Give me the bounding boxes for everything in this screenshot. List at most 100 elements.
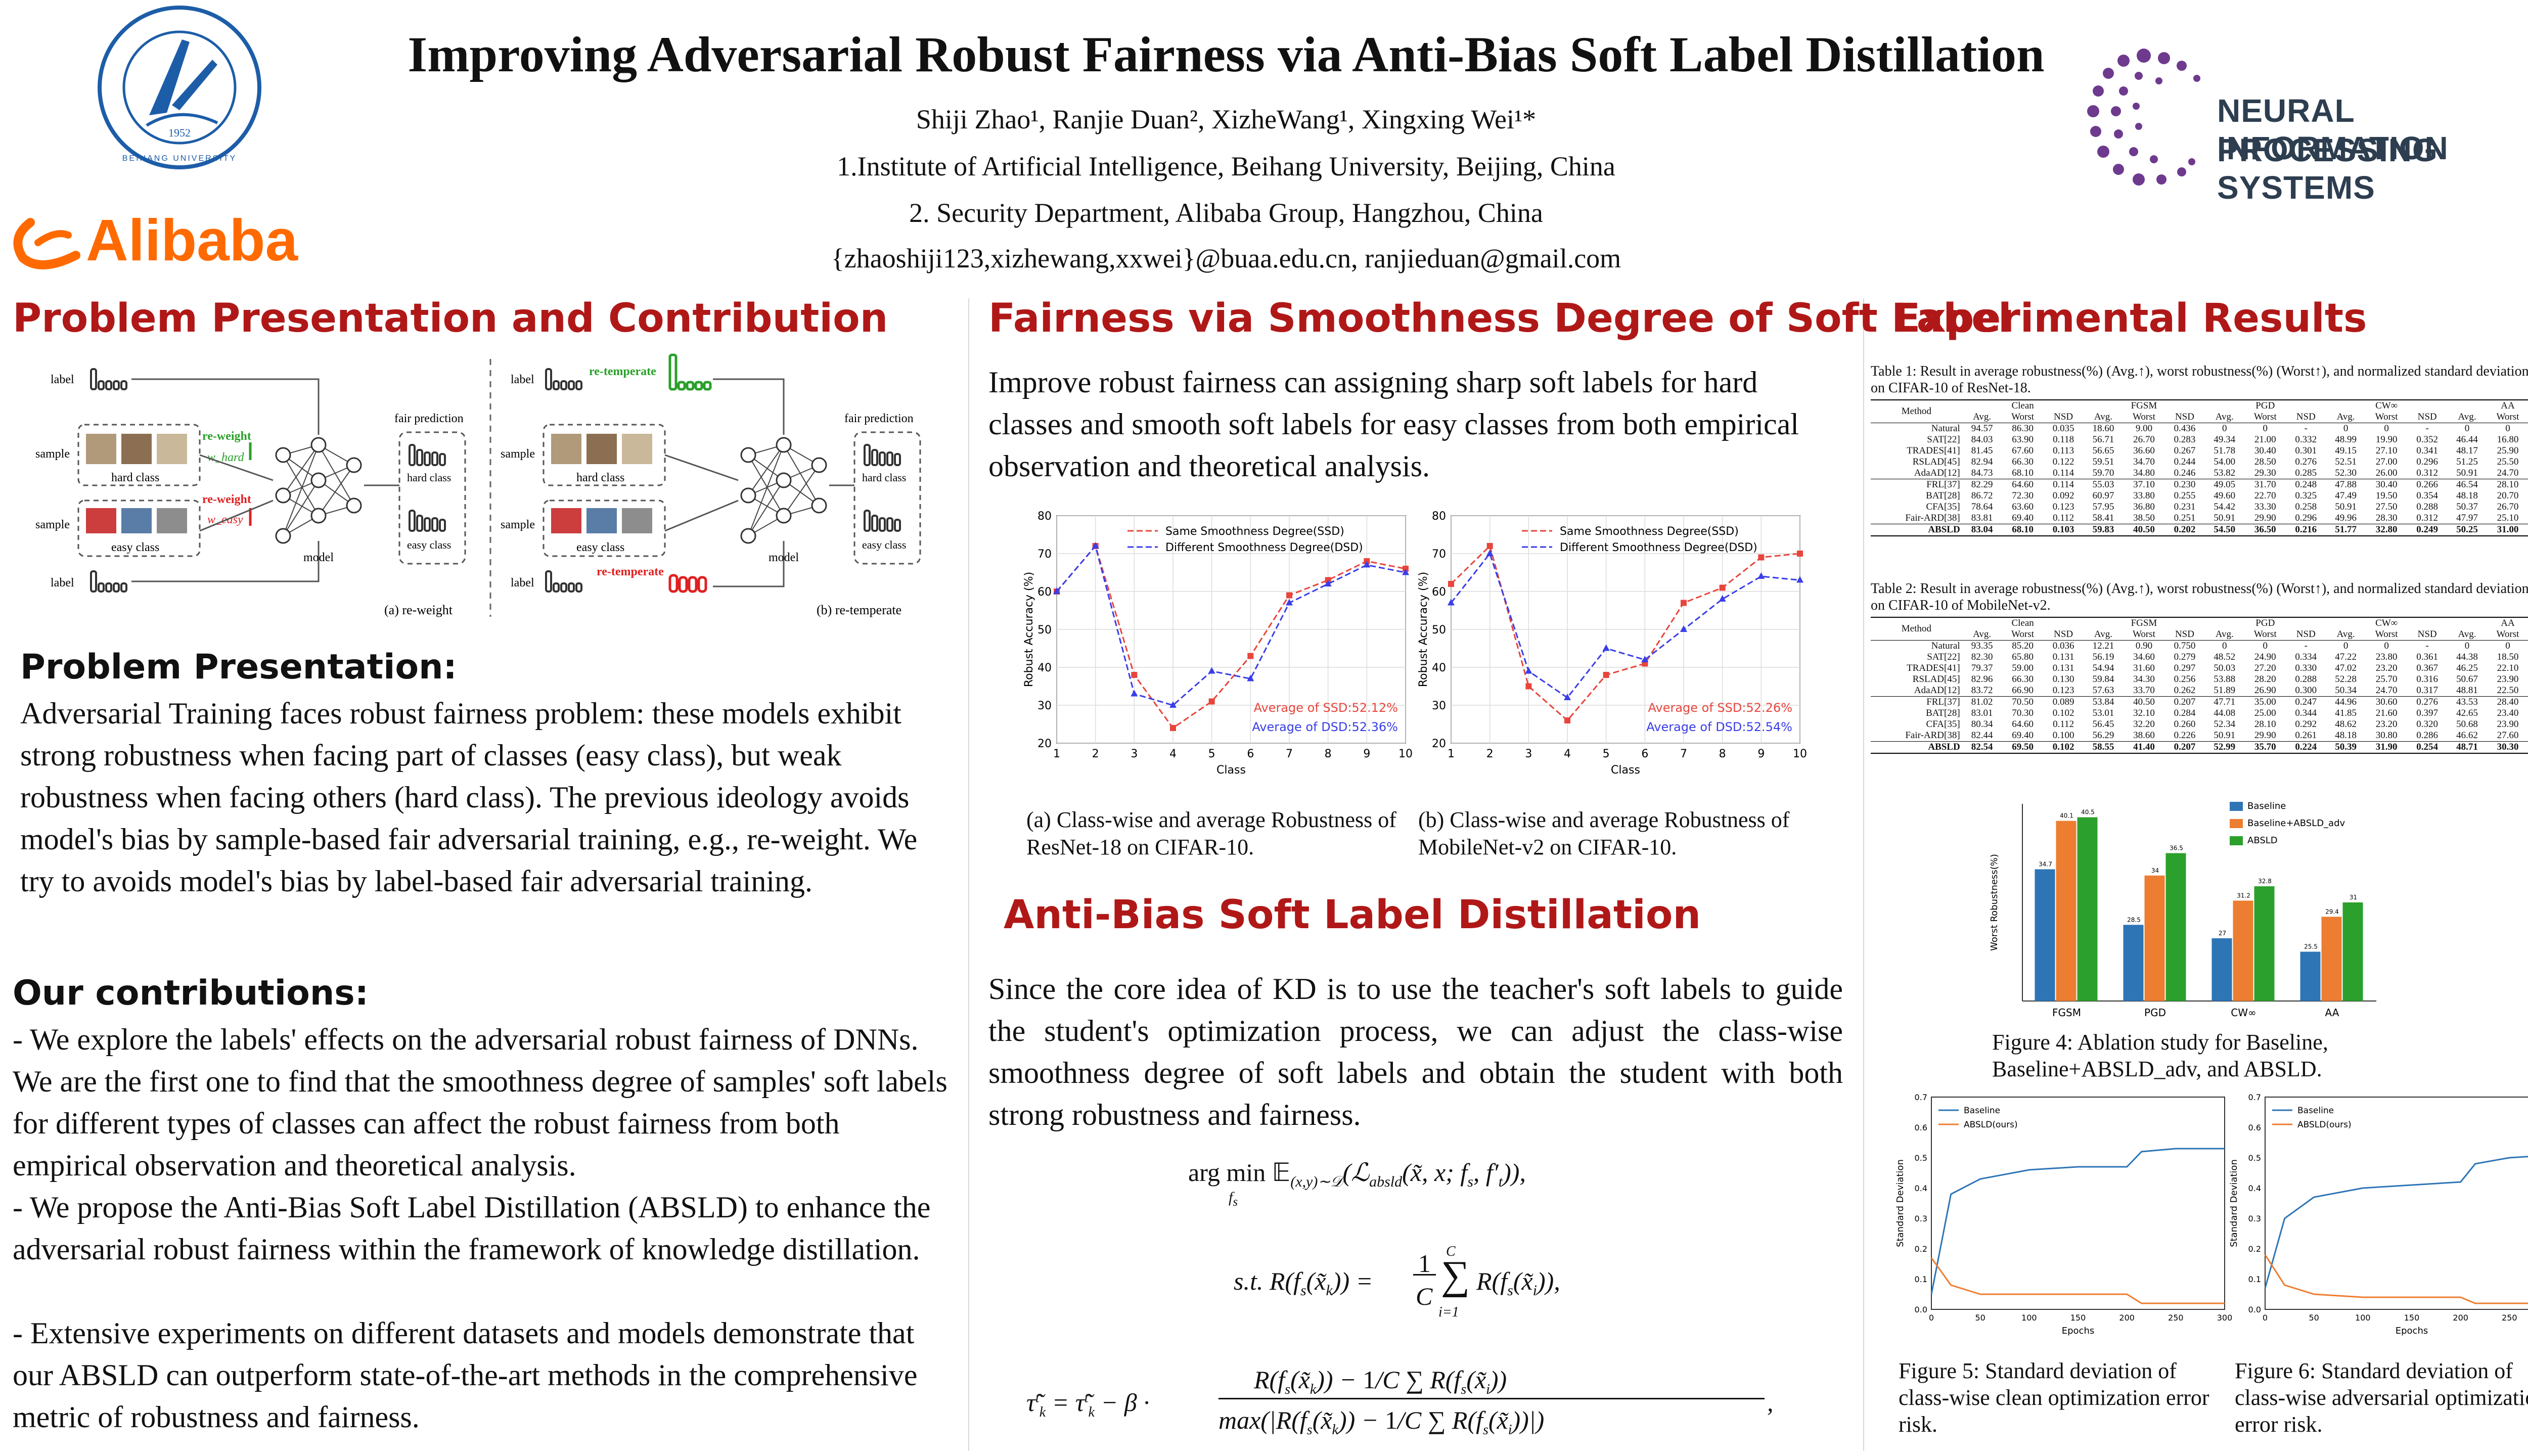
value-cell: 40.50 bbox=[2123, 696, 2165, 708]
svg-text:easy class: easy class bbox=[576, 541, 624, 554]
value-cell: 0.267 bbox=[2174, 445, 2196, 456]
category-label: PGD bbox=[2144, 1007, 2166, 1019]
value-cell: 31.00 bbox=[2487, 524, 2528, 536]
table-row: SAT[22] 84.03 63.90 0.118 56.71 26.70 0.283 49.… bbox=[1871, 434, 2528, 445]
emails: {zhaoshiji123,xizhewang,xxwei}@buaa.edu.… bbox=[831, 243, 1621, 274]
subcol-header: NSD bbox=[2175, 412, 2194, 422]
x-tick-label: 5 bbox=[1603, 748, 1610, 760]
value-cell: - bbox=[2286, 423, 2326, 434]
value-cell: 41.85 bbox=[2335, 708, 2357, 718]
svg-text:sample: sample bbox=[501, 518, 535, 531]
value-cell: 0.334 bbox=[2295, 652, 2317, 662]
bar-value-label: 28.5 bbox=[2127, 916, 2141, 923]
data-point bbox=[1719, 584, 1726, 591]
caption-a: (a) Class-wise and average Robustness of… bbox=[1026, 807, 1396, 859]
value-cell: 36.50 bbox=[2244, 524, 2286, 536]
value-cell: 23.80 bbox=[2375, 652, 2398, 662]
value-cell: 0.131 bbox=[2052, 663, 2074, 673]
svg-text:label: label bbox=[51, 576, 74, 589]
svg-text:hard class: hard class bbox=[862, 471, 906, 484]
reweight-retemperate-diagram: label sample hard class sample easy clas… bbox=[35, 349, 945, 632]
table-row: CFA[35] 80.34 64.60 0.112 56.45 32.20 0.260 52.… bbox=[1871, 719, 2528, 730]
value-cell: 0 bbox=[2326, 423, 2366, 434]
method-cell: BAT[28] bbox=[1926, 708, 1960, 718]
x-tick-label: 300 bbox=[2217, 1313, 2233, 1323]
value-cell: 56.19 bbox=[2092, 652, 2114, 662]
value-cell: 32.20 bbox=[2133, 719, 2155, 730]
y-tick-label: 0.5 bbox=[1915, 1153, 1927, 1163]
x-tick-label: 100 bbox=[2355, 1313, 2371, 1323]
table-row: CFA[35] 78.64 63.60 0.123 57.95 36.80 0.231 54.… bbox=[1871, 502, 2528, 513]
fig4-caption: Figure 4: Ablation study for Baseline, B… bbox=[1992, 1030, 2328, 1081]
series-line bbox=[1450, 552, 1800, 699]
value-cell: 0 bbox=[2244, 640, 2286, 652]
col-clean: Clean bbox=[1962, 399, 2084, 412]
affiliation-1: 1.Institute of Artificial Intelligence, … bbox=[837, 151, 1615, 181]
svg-text:re-temperate: re-temperate bbox=[589, 365, 656, 378]
table-row: TRADES[41] 79.37 59.00 0.131 54.94 31.60 0.297… bbox=[1871, 663, 2528, 674]
svg-text:(b) re-temperate: (b) re-temperate bbox=[817, 603, 901, 617]
legend-swatch bbox=[2230, 836, 2243, 845]
value-cell: 0.341 bbox=[2416, 445, 2439, 456]
value-cell: 50.37 bbox=[2456, 502, 2478, 512]
bar-value-label: 32.8 bbox=[2258, 878, 2272, 885]
legend-label: Baseline bbox=[2247, 801, 2286, 811]
bar-value-label: 29.4 bbox=[2325, 908, 2339, 915]
legend-label: Same Smoothness Degree(SSD) bbox=[1165, 525, 1344, 538]
y-tick-label: 40 bbox=[1037, 662, 1052, 674]
series-line bbox=[2264, 1156, 2528, 1289]
svg-text:re-weight: re-weight bbox=[202, 493, 251, 506]
value-cell: 82.29 bbox=[1962, 479, 2002, 490]
y-axis-label: Standard Deviation bbox=[1895, 1159, 1906, 1247]
x-tick-label: 10 bbox=[1793, 748, 1807, 760]
value-cell: 59.84 bbox=[2092, 674, 2114, 685]
value-cell: 48.62 bbox=[2335, 719, 2357, 730]
col-aa: AA bbox=[2447, 399, 2528, 412]
bar bbox=[2144, 875, 2165, 1001]
value-cell: 0.207 bbox=[2164, 696, 2205, 708]
svg-text:sample: sample bbox=[501, 447, 535, 461]
value-cell: 26.70 bbox=[2133, 434, 2155, 445]
method-cell: FRL[37] bbox=[1871, 696, 1962, 708]
value-cell: 23.90 bbox=[2497, 674, 2519, 685]
value-cell: 54.00 bbox=[2214, 457, 2236, 467]
value-cell: 70.30 bbox=[2012, 708, 2034, 718]
table-row: Fair-ARD[38] 82.44 69.40 0.100 56.29 38.60 0.2… bbox=[1871, 730, 2528, 742]
value-cell: 0.130 bbox=[2052, 674, 2074, 685]
contribution-3: - Extensive experiments on different dat… bbox=[13, 1316, 918, 1434]
value-cell: 0.397 bbox=[2416, 708, 2439, 718]
value-cell: 57.95 bbox=[2092, 502, 2114, 512]
value-cell: 33.30 bbox=[2254, 502, 2276, 512]
value-cell: 49.96 bbox=[2335, 513, 2357, 523]
subcol-header: NSD bbox=[2296, 629, 2316, 640]
value-cell: 86.72 bbox=[1971, 490, 1993, 501]
value-cell: 82.30 bbox=[1971, 652, 1993, 662]
value-cell: 0.300 bbox=[2295, 685, 2317, 696]
affiliation-2: 2. Security Department, Alibaba Group, H… bbox=[909, 198, 1543, 228]
y-tick-label: 30 bbox=[1432, 700, 1446, 712]
svg-text:w_hard: w_hard bbox=[207, 451, 244, 464]
subcol-header: Worst bbox=[2132, 412, 2155, 422]
data-point bbox=[1525, 667, 1532, 674]
data-point bbox=[1797, 551, 1803, 557]
method-cell: FRL[37] bbox=[1871, 479, 1962, 490]
value-cell: 36.60 bbox=[2133, 445, 2155, 456]
value-cell: 25.00 bbox=[2254, 708, 2276, 718]
data-point bbox=[1564, 694, 1571, 700]
y-tick-label: 0.4 bbox=[1915, 1184, 1927, 1193]
alibaba-logo: Alibaba bbox=[10, 207, 364, 273]
value-cell: 38.50 bbox=[2133, 513, 2155, 523]
value-cell: 0.231 bbox=[2174, 502, 2196, 512]
value-cell: 50.34 bbox=[2335, 685, 2357, 696]
value-cell: 44.38 bbox=[2456, 652, 2478, 662]
value-cell: 0.279 bbox=[2174, 652, 2196, 662]
svg-text:label: label bbox=[511, 576, 534, 589]
value-cell: 59.70 bbox=[2092, 468, 2114, 478]
value-cell: 28.30 bbox=[2375, 513, 2398, 523]
value-cell: 93.35 bbox=[1962, 640, 2002, 652]
bar bbox=[2321, 917, 2342, 1001]
value-cell: 0.288 bbox=[2295, 674, 2317, 685]
data-point bbox=[1486, 543, 1493, 549]
value-cell: 0.103 bbox=[2043, 524, 2084, 536]
value-cell: 69.40 bbox=[2012, 513, 2034, 523]
